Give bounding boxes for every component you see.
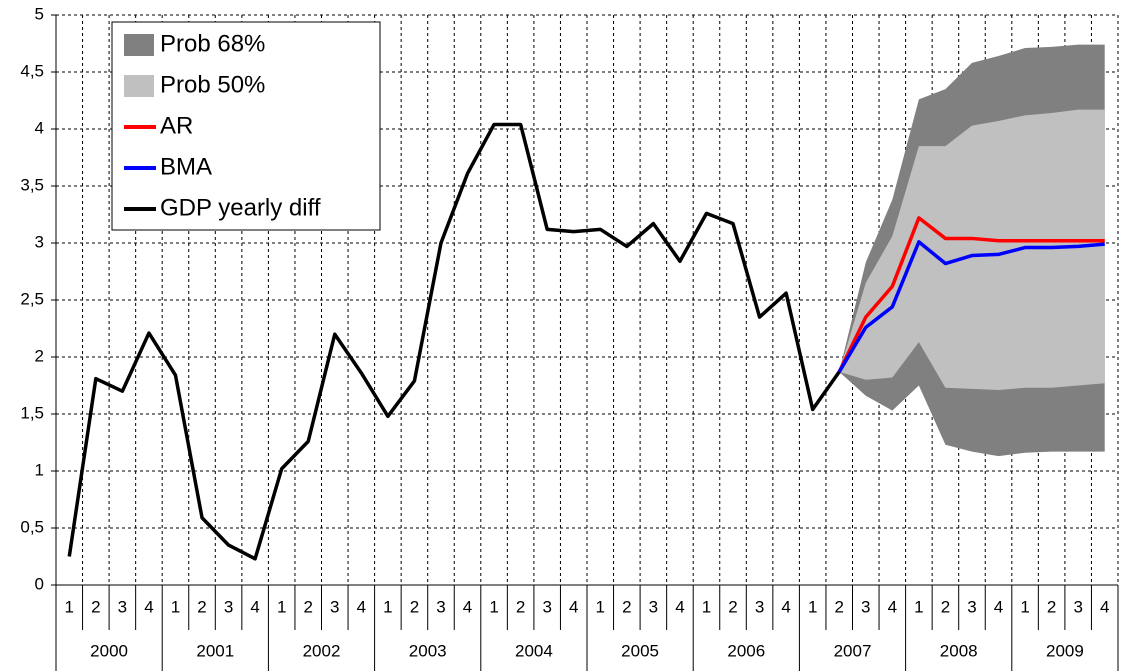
x-tick-label: 3 [1073,597,1082,616]
x-tick-label: 1 [808,597,817,616]
x-tick-label: 1 [489,597,498,616]
x-tick-label: 2 [197,597,206,616]
y-tick-label: 0 [35,574,44,593]
year-label: 2007 [834,641,872,660]
y-tick-label: 4 [35,118,44,137]
x-tick-label: 4 [569,597,578,616]
year-label: 2004 [515,641,553,660]
fan-band [839,109,1105,391]
legend-label: Prob 68% [160,30,265,57]
x-tick-label: 1 [702,597,711,616]
series-line [67,122,841,561]
x-tick-label: 4 [675,597,684,616]
y-tick-label: 3,5 [20,175,44,194]
year-label: 2009 [1046,641,1084,660]
legend-label: GDP yearly diff [160,194,321,221]
year-label: 2006 [727,641,765,660]
x-tick-label: 2 [1047,597,1056,616]
x-tick-label: 3 [967,597,976,616]
x-tick-label: 2 [516,597,525,616]
x-tick-label: 2 [303,597,312,616]
x-tick-label: 3 [755,597,764,616]
y-tick-label: 4,5 [20,61,44,80]
x-tick-label: 4 [250,597,259,616]
y-tick-label: 3 [35,232,44,251]
year-label: 2003 [409,641,447,660]
x-tick-label: 3 [861,597,870,616]
year-label: 2002 [303,641,341,660]
year-label: 2000 [90,641,128,660]
x-tick-label: 2 [941,597,950,616]
y-tick-label: 2,5 [20,289,44,308]
x-tick-label: 4 [994,597,1003,616]
legend-box [111,21,381,231]
y-tick-label: 5 [35,4,44,23]
x-tick-label: 4 [781,597,790,616]
x-tick-label: 1 [383,597,392,616]
year-label: 2005 [621,641,659,660]
y-tick-label: 1,5 [20,403,44,422]
y-tick-label: 0,5 [20,517,44,536]
x-tick-label: 3 [436,597,445,616]
x-tick-label: 2 [728,597,737,616]
x-tick-label: 2 [91,597,100,616]
year-label: 2008 [940,641,978,660]
legend-label: Prob 50% [160,71,265,98]
x-tick-label: 1 [171,597,180,616]
x-tick-label: 2 [622,597,631,616]
legend-label: AR [160,112,193,139]
legend-swatch [124,34,154,56]
x-tick-label: 4 [144,597,153,616]
legend: Prob 68% Prob 50% AR BMA GDP yearly diff [111,21,381,231]
x-tick-label: 3 [649,597,658,616]
x-tick-label: 1 [277,597,286,616]
x-tick-label: 3 [330,597,339,616]
x-tick-label: 4 [357,597,366,616]
x-tick-label: 3 [224,597,233,616]
x-tick-label: 3 [118,597,127,616]
x-tick-label: 1 [914,597,923,616]
y-tick-label: 2 [35,346,44,365]
x-tick-label: 1 [65,597,74,616]
y-tick-label: 1 [35,460,44,479]
year-label: 2001 [196,641,234,660]
x-tick-label: 1 [596,597,605,616]
x-tick-label: 4 [1100,597,1109,616]
x-tick-label: 3 [542,597,551,616]
series-line [837,216,1105,373]
x-tick-label: 1 [1020,597,1029,616]
legend-swatch [124,75,154,97]
x-tick-label: 2 [410,597,419,616]
legend-label: BMA [160,153,212,180]
x-tick-label: 4 [888,597,897,616]
series-line [837,240,1105,373]
x-tick-label: 2 [834,597,843,616]
x-tick-label: 4 [463,597,472,616]
